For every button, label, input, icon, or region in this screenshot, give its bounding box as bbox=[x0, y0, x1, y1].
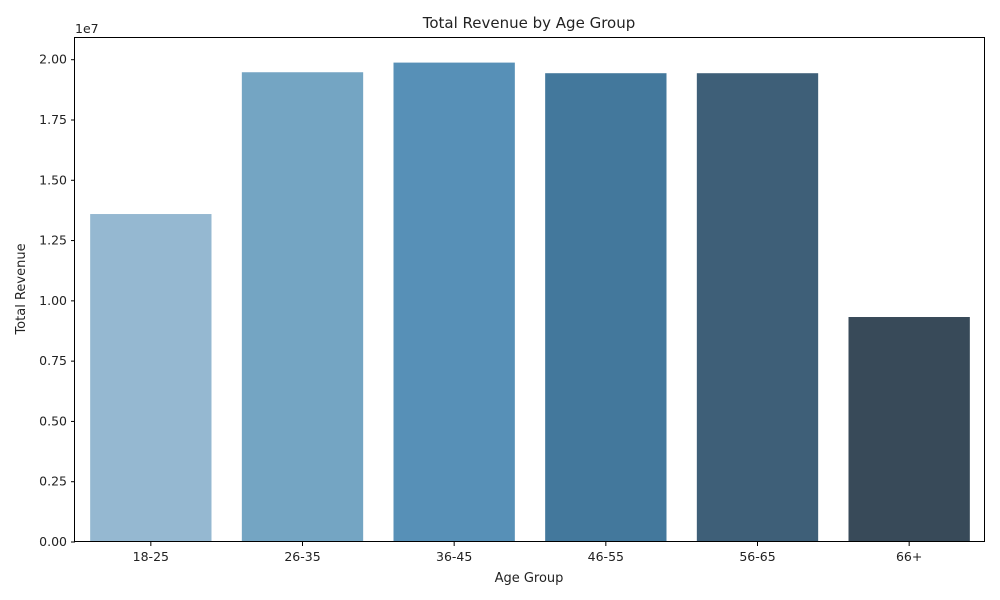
x-axis-ticks: 18-25 26-35 36-45 46-55 56-65 66+ bbox=[133, 542, 922, 564]
y-tick-label: 0.50 bbox=[39, 413, 67, 428]
bar-26-35 bbox=[241, 72, 364, 542]
x-axis-label: Age Group bbox=[495, 571, 564, 586]
plot-frame bbox=[74, 37, 985, 542]
y-tick-label: 1.75 bbox=[39, 112, 67, 127]
y-tick-label: 0.75 bbox=[39, 353, 67, 368]
bars-group bbox=[90, 62, 970, 543]
y-tick-label: 1.00 bbox=[39, 293, 67, 308]
bar-56-65 bbox=[696, 73, 819, 543]
y-tick-label: 1.50 bbox=[39, 172, 67, 187]
y-axis-label: Total Revenue bbox=[14, 243, 29, 335]
y-axis-scale-label: 1e7 bbox=[75, 21, 99, 36]
x-tick-label: 18-25 bbox=[133, 549, 169, 564]
x-tick-label: 46-55 bbox=[588, 549, 624, 564]
y-tick-label: 1.25 bbox=[39, 233, 67, 248]
bar-46-55 bbox=[545, 73, 667, 543]
x-tick-label: 66+ bbox=[896, 549, 922, 564]
y-tick-label: 0.00 bbox=[39, 534, 67, 549]
y-axis-ticks: 0.00 0.25 0.50 0.75 1.00 1.25 1.50 1.75 2.00 bbox=[39, 52, 75, 549]
bar-66+ bbox=[848, 317, 970, 542]
x-tick-label: 56-65 bbox=[739, 549, 775, 564]
x-tick-label: 36-45 bbox=[436, 549, 472, 564]
bar-18-25 bbox=[90, 214, 212, 543]
x-tick-label: 26-35 bbox=[284, 549, 320, 564]
y-tick-label: 0.25 bbox=[39, 474, 67, 489]
chart-title: Total Revenue by Age Group bbox=[422, 14, 636, 32]
bar-36-45 bbox=[393, 62, 515, 542]
y-tick-label: 2.00 bbox=[39, 52, 67, 67]
